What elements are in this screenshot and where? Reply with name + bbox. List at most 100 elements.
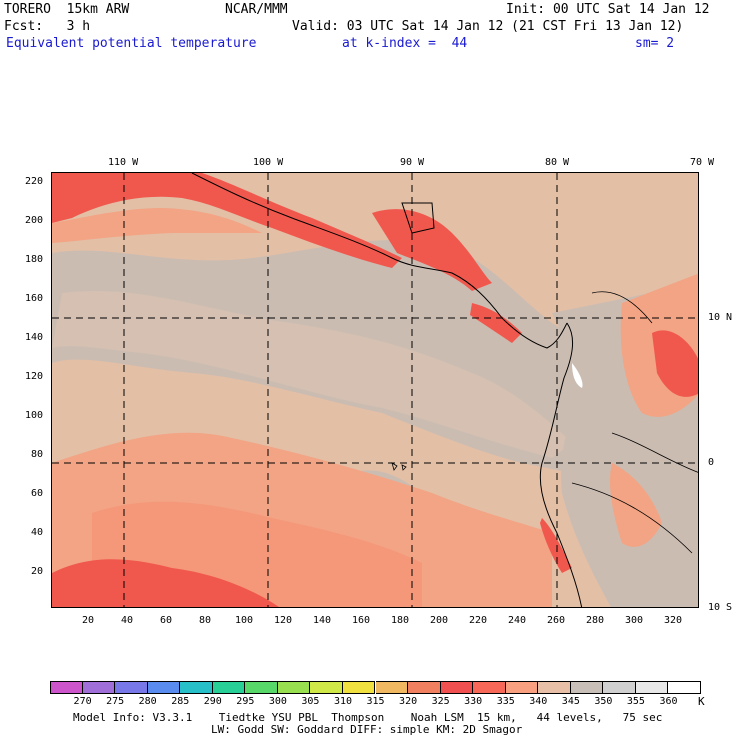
field-salmon-north <box>52 208 262 243</box>
colorbar-swatch <box>180 681 213 694</box>
model-info: Model Info: V3.3.1 Tiedtke YSU PBL Thomp… <box>73 711 663 724</box>
colorbar-swatch <box>212 681 246 694</box>
colorbar-label: 360 <box>659 696 678 707</box>
colorbar-swatch <box>342 681 376 694</box>
field-grey-band-inner <box>52 290 572 458</box>
x-tick-280: 280 <box>586 615 605 626</box>
smoothing-label: sm= 2 <box>635 36 675 51</box>
model-title: TORERO 15km ARW <box>4 2 130 17</box>
x-tick-100: 100 <box>235 615 254 626</box>
colorbar-label: 335 <box>496 696 515 707</box>
colorbar-swatch <box>570 681 604 694</box>
x-tick-80: 80 <box>199 615 212 626</box>
colorbar-label: 340 <box>529 696 548 707</box>
colorbar-swatch <box>538 681 571 694</box>
x-tick-160: 160 <box>352 615 371 626</box>
colorbar-swatch <box>375 681 409 694</box>
x-tick-240: 240 <box>508 615 527 626</box>
colorbar-swatch <box>277 681 311 694</box>
colorbar <box>50 681 701 694</box>
colorbar-swatch <box>245 681 278 694</box>
x-tick-60: 60 <box>160 615 173 626</box>
field-salmon-peru <box>610 463 662 547</box>
y-tick-100: 100 <box>25 410 44 421</box>
colorbar-label: 315 <box>366 696 385 707</box>
colorbar-label: 345 <box>561 696 580 707</box>
lat-label-10n: 10 N <box>708 312 733 323</box>
coastline-south-america <box>539 322 583 607</box>
colorbar-swatch <box>635 681 669 694</box>
level-label: at k-index = 44 <box>342 36 468 51</box>
field-red-central-america <box>372 209 492 291</box>
colorbar-swatch <box>147 681 181 694</box>
x-tick-40: 40 <box>121 615 134 626</box>
physics-info: LW: Godd SW: Goddard DIFF: simple KM: 2D… <box>211 723 523 736</box>
y-tick-40: 40 <box>31 527 44 538</box>
theta-e-map <box>51 172 699 608</box>
x-tick-20: 20 <box>82 615 95 626</box>
y-tick-200: 200 <box>25 215 44 226</box>
colorbar-label: 275 <box>106 696 125 707</box>
coastline-central-america <box>191 173 568 349</box>
field-red-north <box>52 173 402 268</box>
x-tick-220: 220 <box>469 615 488 626</box>
x-tick-180: 180 <box>391 615 410 626</box>
x-tick-300: 300 <box>625 615 644 626</box>
forecast-hour: Fcst: 3 h <box>4 19 91 34</box>
lat-label-0: 0 <box>708 457 715 468</box>
field-name: Equivalent potential temperature <box>6 36 257 51</box>
colorbar-label: 280 <box>138 696 157 707</box>
colorbar-swatch <box>668 681 701 694</box>
field-white-spot <box>572 363 583 388</box>
lon-label-70w: 70 W <box>690 157 715 168</box>
y-tick-120: 120 <box>25 371 44 382</box>
colorbar-swatch <box>50 681 83 694</box>
organization-label: NCAR/MMM <box>225 2 288 17</box>
colorbar-swatch <box>603 681 636 694</box>
colorbar-label: 270 <box>73 696 92 707</box>
y-tick-20: 20 <box>31 566 44 577</box>
field-red-peru-coast <box>540 518 572 573</box>
colorbar-swatch <box>115 681 148 694</box>
colorbar-label: 330 <box>464 696 483 707</box>
valid-time: Valid: 03 UTC Sat 14 Jan 12 (21 CST Fri … <box>292 19 684 34</box>
colorbar-label: 290 <box>203 696 222 707</box>
colorbar-swatch <box>310 681 343 694</box>
x-tick-140: 140 <box>313 615 332 626</box>
colorbar-label: 305 <box>301 696 320 707</box>
galapagos-islands <box>391 462 407 471</box>
colorbar-label: 325 <box>431 696 450 707</box>
y-tick-180: 180 <box>25 254 44 265</box>
colorbar-swatch <box>440 681 474 694</box>
colorbar-label: 355 <box>626 696 645 707</box>
latlon-grid <box>52 173 698 607</box>
lat-label-10s: 10 S <box>708 602 733 613</box>
lon-label-100w: 100 W <box>253 157 284 168</box>
colorbar-swatch <box>473 681 506 694</box>
lon-label-90w: 90 W <box>400 157 425 168</box>
field-red-andes <box>652 330 698 397</box>
field-red-costa-rica <box>470 303 522 343</box>
colorbar-label: 310 <box>333 696 352 707</box>
y-tick-160: 160 <box>25 293 44 304</box>
lon-label-80w: 80 W <box>545 157 570 168</box>
x-tick-260: 260 <box>547 615 566 626</box>
colorbar-label: 350 <box>594 696 613 707</box>
y-tick-80: 80 <box>31 449 44 460</box>
x-tick-320: 320 <box>664 615 683 626</box>
colorbar-swatch <box>82 681 116 694</box>
colorbar-unit: K <box>698 695 705 708</box>
colorbar-label: 320 <box>399 696 418 707</box>
map-field-svg <box>52 173 698 607</box>
lon-label-110w: 110 W <box>108 157 139 168</box>
colorbar-swatch <box>505 681 539 694</box>
colorbar-label: 300 <box>268 696 287 707</box>
init-time: Init: 00 UTC Sat 14 Jan 12 <box>506 2 710 17</box>
x-tick-120: 120 <box>274 615 293 626</box>
field-red-southwest <box>52 559 279 607</box>
y-tick-60: 60 <box>31 488 44 499</box>
colorbar-swatch <box>408 681 441 694</box>
colorbar-label: 285 <box>171 696 190 707</box>
country-borders <box>571 291 698 554</box>
x-tick-200: 200 <box>430 615 449 626</box>
